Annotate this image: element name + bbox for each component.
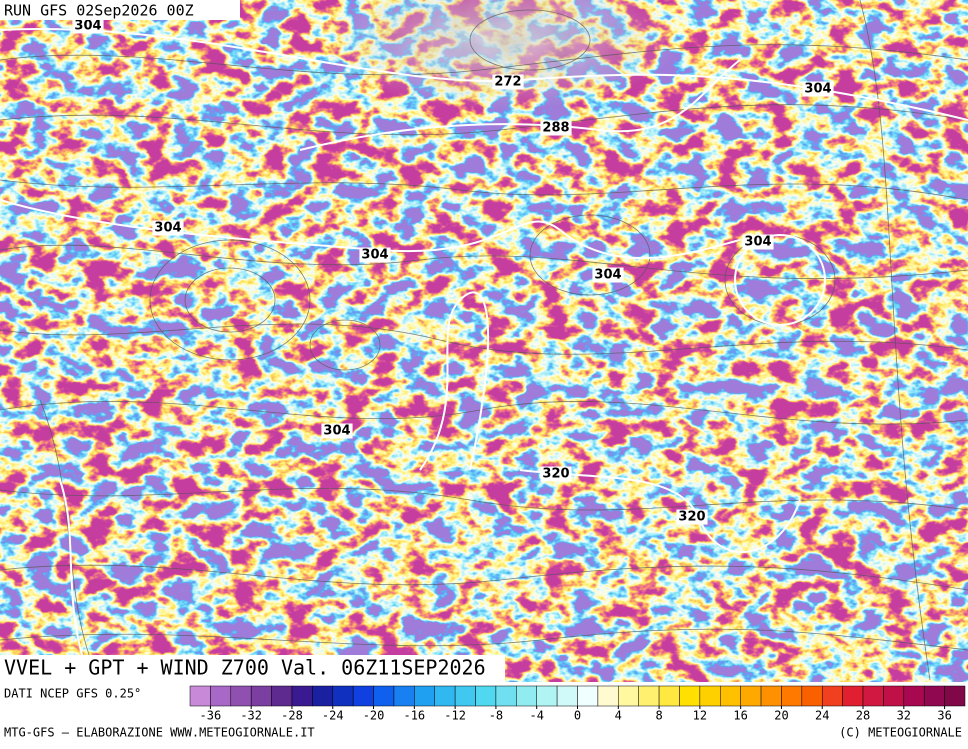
footer-right: (C) METEOGIORNALE [839, 726, 962, 740]
colorbar-swatch [291, 685, 313, 707]
colorbar-swatch [210, 685, 232, 707]
colorbar-tick-label: 8 [655, 709, 662, 723]
contour-label-box [540, 120, 572, 136]
colorbar-tick-label: 12 [693, 709, 707, 723]
colorbar-tick-label: -24 [322, 709, 344, 723]
colorbar-swatch [842, 685, 864, 707]
colorbar-swatch [536, 685, 558, 707]
contour-label-box [492, 74, 524, 90]
contour-label: 320 [542, 467, 569, 482]
colorbar-tick-label: -8 [489, 709, 503, 723]
colorbar-swatch [597, 685, 619, 707]
colorbar-swatch [516, 685, 537, 707]
source-label: DATI NCEP GFS 0.25° [4, 687, 141, 701]
contour-label: 304 [154, 221, 181, 236]
colorbar-swatch [781, 685, 803, 707]
contour-label-box [321, 423, 353, 439]
contour-label: 304 [744, 235, 771, 250]
colorbar-tick-label: 20 [774, 709, 788, 723]
contour-label-box [359, 247, 391, 263]
colorbar-tick-label: -12 [444, 709, 466, 723]
colorbar-tick-label: -4 [529, 709, 543, 723]
colorbar-swatch [740, 685, 762, 707]
contour-label: 272 [494, 75, 521, 90]
colorbar-swatch [821, 685, 843, 707]
colorbar-swatch [373, 685, 395, 707]
colorbar-tick-label: 24 [815, 709, 829, 723]
colorbar-tick-label: -28 [281, 709, 303, 723]
colorbar: -36 -32 -28 -24 -20 -16 -12 -8 -4 0 4 8 12 16 20 24 28 32… [189, 685, 966, 723]
colorbar-swatch [271, 685, 293, 707]
colorbar-swatch [923, 685, 945, 707]
contour-label-box [152, 220, 184, 236]
colorbar-swatch [454, 685, 476, 707]
colorbar-swatch [679, 685, 701, 707]
colorbar-swatch [903, 685, 925, 707]
colorbar-swatch [393, 685, 415, 707]
colorbar-swatch [352, 685, 374, 707]
contour-label: 304 [361, 248, 388, 263]
colorbar-tick-label: 4 [615, 709, 622, 723]
gray-region [0, 0, 968, 682]
colorbar-tick-label: 28 [856, 709, 870, 723]
contour-label: 304 [74, 19, 101, 34]
colorbar-swatch [414, 685, 435, 707]
header-box [0, 0, 240, 20]
colorbar-swatch [475, 685, 497, 707]
contour-label-box [742, 234, 774, 250]
colorbar-swatch [495, 685, 517, 707]
contour-label: 304 [323, 424, 350, 439]
colorbar-swatch [699, 685, 721, 707]
colorbar-swatch [434, 685, 456, 707]
colorbar-tick-label: -32 [240, 709, 262, 723]
colorbar-swatch [638, 685, 660, 707]
map-title: VVEL + GPT + WIND Z700 Val. 06Z11SEP2026 [4, 656, 486, 680]
colorbar-tick-label: -36 [200, 709, 222, 723]
colorbar-swatch [312, 685, 334, 707]
title-box [0, 655, 505, 682]
footer-left: MTG-GFS — ELABORAZIONE WWW.METEOGIORNALE… [4, 726, 315, 740]
contour-label: 288 [542, 121, 569, 136]
contour-labels: 304 272 288 304 304 304 304 304 304 320 … [72, 18, 834, 525]
contour-label-box [540, 466, 572, 482]
contour-label: 304 [804, 82, 831, 97]
contour-label-box [676, 509, 708, 525]
colorbar-swatch [944, 685, 966, 707]
colorbar-swatch [720, 685, 741, 707]
colorbar-swatch [801, 685, 823, 707]
contour-label-box [802, 81, 834, 97]
run-label: RUN GFS 02Sep2026 00Z [4, 2, 194, 20]
colorbar-swatch [556, 685, 578, 707]
colorbar-tick-label: 16 [733, 709, 747, 723]
colorbar-tick-label: -16 [403, 709, 425, 723]
colorbar-swatch [883, 685, 905, 707]
colorbar-swatch [332, 685, 354, 707]
colorbar-swatch [577, 685, 599, 707]
colorbar-tick-label: -20 [363, 709, 385, 723]
colorbar-tick-label: 32 [897, 709, 911, 723]
colorbar-swatch [618, 685, 639, 707]
colorbar-swatch [862, 685, 884, 707]
colorbar-tick-label: 36 [937, 709, 951, 723]
colorbar-swatch [230, 685, 252, 707]
map: 304 272 288 304 304 304 304 304 304 320 … [0, 0, 968, 683]
contour-label: 320 [678, 510, 705, 525]
colorbar-swatch [760, 685, 782, 707]
contour-label: 304 [594, 268, 621, 283]
contour-label-box [72, 18, 104, 34]
colorbar-swatch [189, 685, 211, 707]
contour-label-box [592, 267, 624, 283]
colorbar-swatch [250, 685, 272, 707]
colorbar-tick-label: 0 [574, 709, 581, 723]
colorbar-swatch [658, 685, 680, 707]
